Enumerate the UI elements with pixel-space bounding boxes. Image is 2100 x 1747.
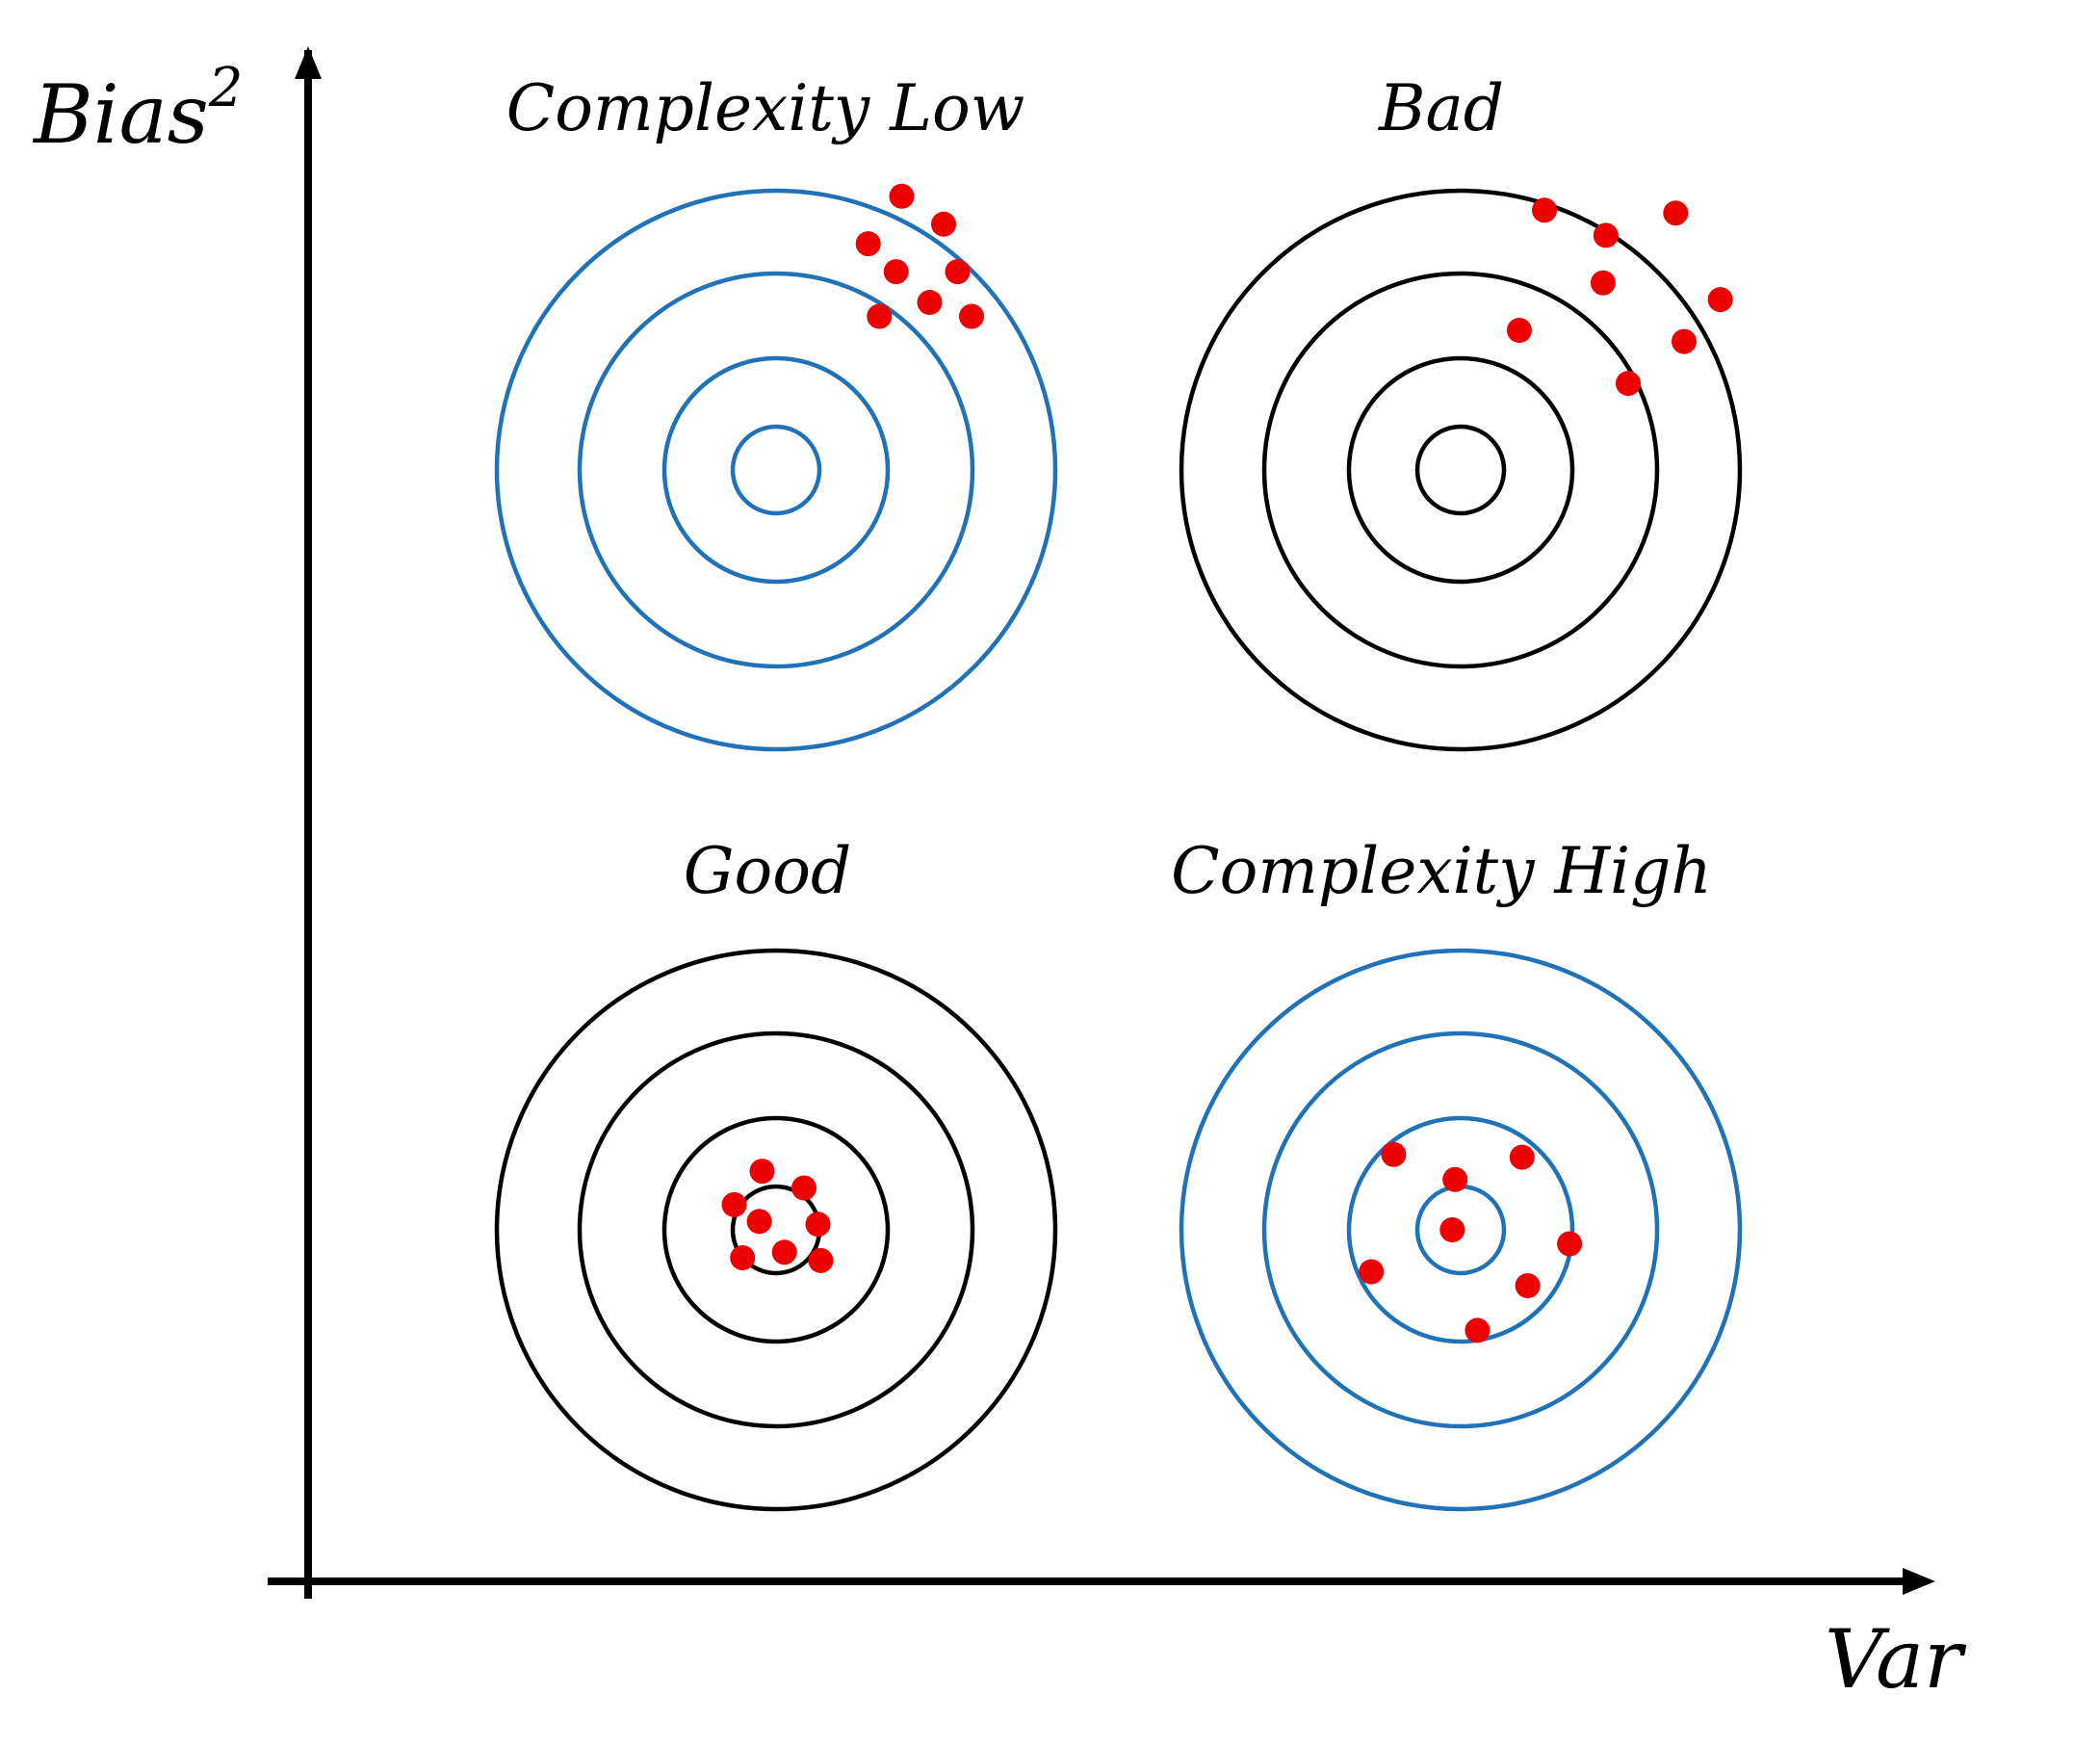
hit-dot bbox=[1616, 371, 1641, 397]
target-rings bbox=[1179, 948, 1743, 1512]
hit-dot bbox=[883, 259, 909, 285]
hit-dot bbox=[805, 1212, 831, 1238]
ring-inner bbox=[1346, 1115, 1575, 1344]
ring-bullseye bbox=[730, 424, 822, 516]
target-complexity-low: Complexity Low bbox=[494, 71, 1058, 752]
hit-dot bbox=[1532, 197, 1557, 223]
hit-dot bbox=[855, 231, 881, 257]
target-hits bbox=[855, 183, 984, 329]
ring-outer bbox=[494, 948, 1058, 1512]
hit-dot bbox=[1557, 1231, 1583, 1257]
hit-dot bbox=[1465, 1317, 1491, 1343]
hit-dot bbox=[1707, 287, 1733, 313]
target-rings bbox=[494, 188, 1058, 752]
hit-dot bbox=[730, 1245, 756, 1270]
hit-dot bbox=[746, 1209, 772, 1235]
ring-middle bbox=[577, 1030, 975, 1429]
hit-dot bbox=[867, 303, 893, 329]
ring-middle bbox=[1261, 1030, 1660, 1429]
target-rings bbox=[1179, 188, 1743, 752]
y-axis-label-base: Bias bbox=[32, 67, 209, 162]
panel-title: Complexity Low bbox=[506, 71, 1024, 145]
target-bad: Bad bbox=[1179, 71, 1743, 752]
x-axis-label: Var bbox=[1825, 1612, 1967, 1707]
ring-outer bbox=[1179, 948, 1743, 1512]
hit-dot bbox=[917, 290, 943, 315]
ring-outer bbox=[1179, 188, 1743, 752]
ring-bullseye bbox=[1414, 424, 1507, 516]
y-axis-arrowhead bbox=[295, 46, 322, 79]
hit-dot bbox=[771, 1239, 797, 1265]
hit-dot bbox=[1439, 1217, 1465, 1242]
hit-dot bbox=[931, 211, 956, 237]
hit-dot bbox=[959, 303, 984, 329]
ring-inner bbox=[661, 1115, 891, 1344]
target-complexity-high: Complexity High bbox=[1171, 834, 1743, 1512]
hit-dot bbox=[1506, 318, 1532, 343]
panel-title: Complexity High bbox=[1171, 834, 1712, 908]
hit-dot bbox=[1590, 270, 1616, 296]
hit-dot bbox=[945, 259, 971, 285]
target-hits bbox=[1506, 197, 1733, 397]
hit-dot bbox=[1672, 328, 1697, 354]
ring-middle bbox=[577, 271, 975, 669]
ring-inner bbox=[1346, 355, 1575, 585]
panel-title: Bad bbox=[1378, 71, 1504, 145]
ring-outer bbox=[494, 188, 1058, 752]
hit-dot bbox=[1663, 200, 1689, 226]
hit-dot bbox=[721, 1191, 747, 1217]
hit-dot bbox=[1359, 1259, 1385, 1285]
target-hits bbox=[721, 1159, 834, 1273]
hit-dot bbox=[791, 1175, 817, 1201]
hit-dot bbox=[1509, 1144, 1535, 1170]
target-rings bbox=[494, 948, 1058, 1512]
hit-dot bbox=[1515, 1273, 1541, 1298]
ring-middle bbox=[1261, 271, 1660, 669]
hit-dot bbox=[749, 1159, 775, 1185]
hit-dot bbox=[1593, 222, 1619, 248]
x-axis-arrowhead bbox=[1903, 1568, 1935, 1595]
ring-inner bbox=[661, 355, 891, 585]
y-axis-label: Bias2 bbox=[32, 57, 243, 162]
panel-title: Good bbox=[684, 834, 851, 908]
hit-dot bbox=[808, 1247, 834, 1273]
target-hits bbox=[1359, 1141, 1583, 1343]
hit-dot bbox=[1381, 1141, 1407, 1167]
hit-dot bbox=[1442, 1166, 1468, 1192]
target-good: Good bbox=[494, 834, 1058, 1512]
hit-dot bbox=[889, 183, 915, 209]
y-axis-label-exponent: 2 bbox=[208, 57, 244, 119]
